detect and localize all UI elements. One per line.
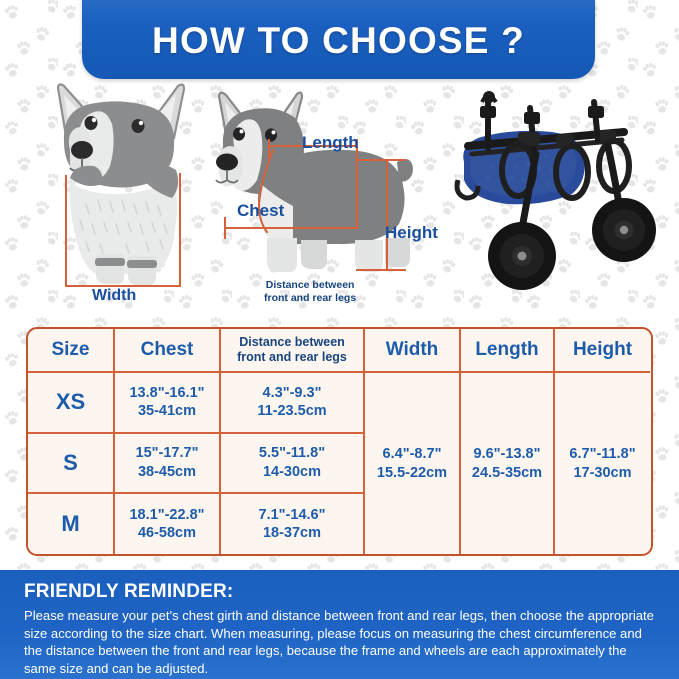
table-cell-height-all: 6.7"-11.8" 17-30cm	[555, 373, 650, 554]
table-cell-distance-s: 5.5"-11.8" 14-30cm	[221, 434, 363, 494]
value-cm: 15.5-22cm	[376, 464, 448, 481]
column-header-distance: Distance between front and rear legs	[221, 329, 363, 373]
table-cell-chest-xs: 13.8"-16.1" 35-41cm	[115, 373, 219, 434]
table-cell-chest-m: 18.1"-22.8" 46-58cm	[115, 494, 219, 554]
width-label: Width	[92, 287, 137, 304]
table-cell-size-s: S	[28, 434, 113, 494]
value-cm: 35-41cm	[137, 403, 197, 420]
table-cell-distance-m: 7.1"-14.6" 18-37cm	[221, 494, 363, 554]
column-header-size: Size	[28, 329, 113, 373]
value-inches: 7.1"-14.6"	[258, 506, 326, 523]
width-measurement-line	[65, 173, 181, 287]
table-column-length: Length 9.6"-13.8" 24.5-35cm	[459, 329, 553, 554]
reminder-title: FRIENDLY REMINDER:	[24, 581, 234, 602]
table-column-size: Size XS S M	[28, 329, 113, 554]
header-banner: HOW TO CHOOSE ?	[82, 0, 595, 79]
chest-label: Chest	[237, 201, 285, 220]
table-cell-length-all: 9.6"-13.8" 24.5-35cm	[461, 373, 553, 554]
column-header-length: Length	[461, 329, 553, 373]
table-cell-chest-s: 15"-17.7" 38-45cm	[115, 434, 219, 494]
value-inches: 18.1"-22.8"	[129, 506, 205, 523]
column-header-width: Width	[365, 329, 459, 373]
length-label: Length	[302, 133, 359, 152]
value-cm: 24.5-35cm	[471, 464, 543, 481]
value-inches: 5.5"-11.8"	[258, 445, 326, 462]
dog-wheelchair-photo	[454, 91, 656, 290]
page-title: HOW TO CHOOSE ?	[152, 20, 525, 61]
column-header-distance-line1: Distance between	[239, 335, 345, 349]
table-column-width: Width 6.4"-8.7" 15.5-22cm	[363, 329, 459, 554]
value-cm: 18-37cm	[262, 525, 322, 542]
friendly-reminder-banner: FRIENDLY REMINDER: Please measure your p…	[0, 570, 679, 679]
value-inches: 6.7"-11.8"	[569, 445, 636, 462]
value-inches: 15"-17.7"	[135, 445, 199, 462]
value-inches: 9.6"-13.8"	[473, 445, 541, 462]
size-chart-table: Size XS S M Chest 13.8"-16.1" 35-41cm 15…	[26, 327, 653, 556]
table-column-chest: Chest 13.8"-16.1" 35-41cm 15"-17.7" 38-4…	[113, 329, 219, 554]
value-cm: 46-58cm	[137, 525, 197, 542]
table-cell-size-m: M	[61, 511, 80, 537]
distance-label-line1: Distance between	[265, 279, 355, 291]
table-column-height: Height 6.7"-11.8" 17-30cm	[553, 329, 650, 554]
value-inches: 4.3"-9.3"	[262, 384, 322, 401]
illustration-row	[0, 78, 679, 313]
distance-label-line2: front and rear legs	[264, 291, 357, 304]
value-inches: 13.8"-16.1"	[129, 384, 205, 401]
value-cm: 38-45cm	[137, 463, 197, 480]
table-column-distance: Distance between front and rear legs 4.3…	[219, 329, 363, 554]
value-cm: 14-30cm	[262, 463, 322, 480]
table-cell-distance-xs: 4.3"-9.3" 11-23.5cm	[221, 373, 363, 434]
column-header-distance-line2: front and rear legs	[237, 350, 347, 364]
distance-label: Distance between front and rear legs	[264, 279, 356, 305]
value-cm: 17-30cm	[573, 464, 632, 481]
height-label: Height	[385, 223, 438, 242]
value-cm: 11-23.5cm	[257, 403, 327, 420]
column-header-height: Height	[555, 329, 650, 373]
reminder-body: Please measure your pet's chest girth an…	[24, 608, 654, 677]
column-header-chest: Chest	[115, 329, 219, 373]
table-cell-size-xs: XS	[28, 373, 113, 434]
value-inches: 6.4"-8.7"	[382, 445, 442, 462]
table-cell-width-all: 6.4"-8.7" 15.5-22cm	[365, 373, 459, 554]
